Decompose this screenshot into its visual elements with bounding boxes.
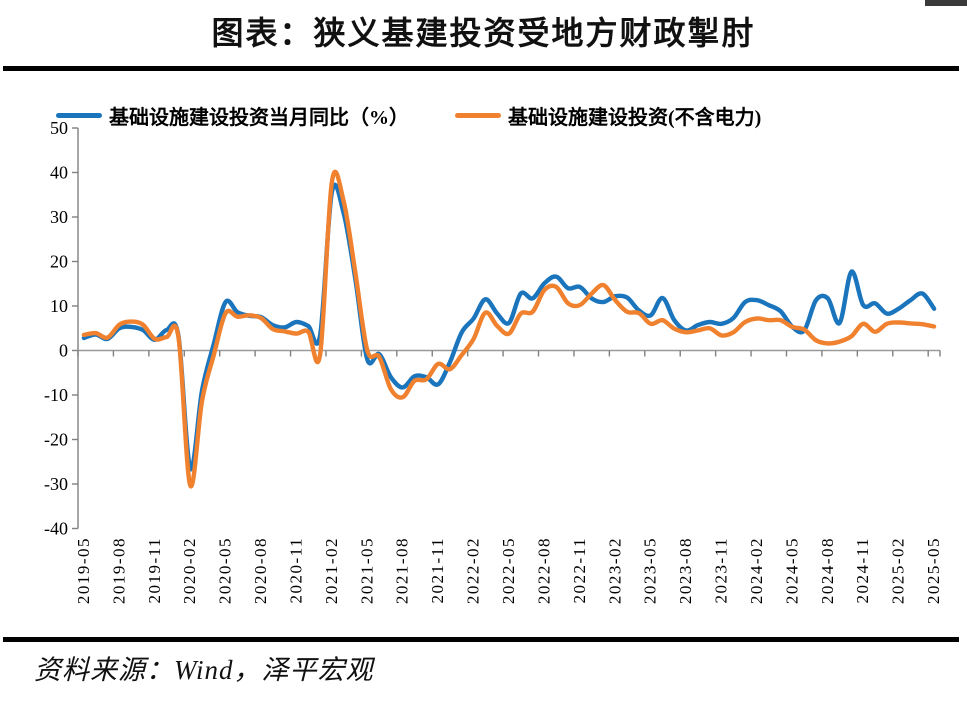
legend-line-orange bbox=[455, 113, 501, 118]
y-tick-label: -20 bbox=[44, 430, 68, 450]
x-tick-label: 2023-02 bbox=[605, 537, 624, 604]
y-tick-label: 30 bbox=[50, 207, 68, 227]
legend-label: 基础设施建设投资当月同比（%） bbox=[109, 107, 409, 129]
x-tick-label: 2023-05 bbox=[641, 537, 660, 604]
legend-item-excl-power: 基础设施建设投资(不含电力) bbox=[455, 101, 761, 130]
y-tick-label: 50 bbox=[50, 118, 68, 138]
x-tick-label: 2024-11 bbox=[853, 537, 872, 604]
x-tick-label: 2022-11 bbox=[570, 537, 589, 604]
x-tick-label: 2024-05 bbox=[782, 537, 801, 604]
x-tick-label: 2022-05 bbox=[499, 537, 518, 604]
x-tick-label: 2020-02 bbox=[180, 537, 199, 604]
x-tick-label: 2025-05 bbox=[924, 537, 943, 604]
corner-mark bbox=[925, 0, 967, 6]
x-tick-label: 2023-08 bbox=[676, 537, 695, 604]
x-tick-label: 2019-08 bbox=[109, 537, 128, 604]
legend-item-monthly-yoy: 基础设施建设投资当月同比（%） bbox=[56, 101, 409, 130]
x-tick-label: 2021-02 bbox=[322, 537, 341, 604]
y-tick-label: -10 bbox=[44, 385, 68, 405]
y-tick-label: 40 bbox=[50, 163, 68, 183]
series-line-excl-power bbox=[81, 169, 937, 489]
x-tick-label: 2020-11 bbox=[286, 537, 305, 604]
x-tick-label: 2024-02 bbox=[747, 537, 766, 604]
title-divider bbox=[3, 66, 959, 71]
x-tick-label: 2022-08 bbox=[534, 537, 553, 604]
x-tick-label: 2020-05 bbox=[216, 537, 235, 604]
x-tick-label: 2021-05 bbox=[357, 537, 376, 604]
x-tick-label: 2019-05 bbox=[74, 537, 93, 604]
x-tick-label: 2020-08 bbox=[251, 537, 270, 604]
x-tick-label: 2025-02 bbox=[889, 537, 908, 604]
footer-divider bbox=[3, 637, 959, 642]
legend-line-blue bbox=[56, 113, 102, 118]
x-tick-label: 2023-11 bbox=[712, 537, 731, 604]
line-chart: 50 40 30 20 10 0 -10 -20 -30 -40 2019-05 2019-08 201… bbox=[44, 118, 943, 604]
x-tick-label: 2022-02 bbox=[464, 537, 483, 604]
source-note: 资料来源：Wind，泽平宏观 bbox=[34, 655, 374, 685]
y-tick-label: 0 bbox=[59, 341, 68, 361]
legend-label: 基础设施建设投资(不含电力) bbox=[508, 107, 762, 129]
chart-canvas: 50 40 30 20 10 0 -10 -20 -30 -40 2019-05 2019-08 201… bbox=[44, 118, 943, 604]
y-tick-label: -40 bbox=[44, 519, 68, 539]
y-tick-label: 10 bbox=[50, 296, 68, 316]
page-title: 图表：狭义基建投资受地方财政掣肘 bbox=[211, 15, 756, 51]
x-tick-label: 2021-08 bbox=[393, 537, 412, 604]
series-line-monthly-yoy bbox=[81, 182, 937, 472]
x-tick-label: 2024-08 bbox=[818, 537, 837, 604]
x-tick-label: 2021-11 bbox=[428, 537, 447, 604]
y-tick-label: 20 bbox=[50, 252, 68, 272]
chart-legend: 基础设施建设投资当月同比（%） 基础设施建设投资(不含电力) bbox=[56, 101, 956, 130]
x-tick-label: 2019-11 bbox=[145, 537, 164, 604]
y-tick-label: -30 bbox=[44, 474, 68, 494]
